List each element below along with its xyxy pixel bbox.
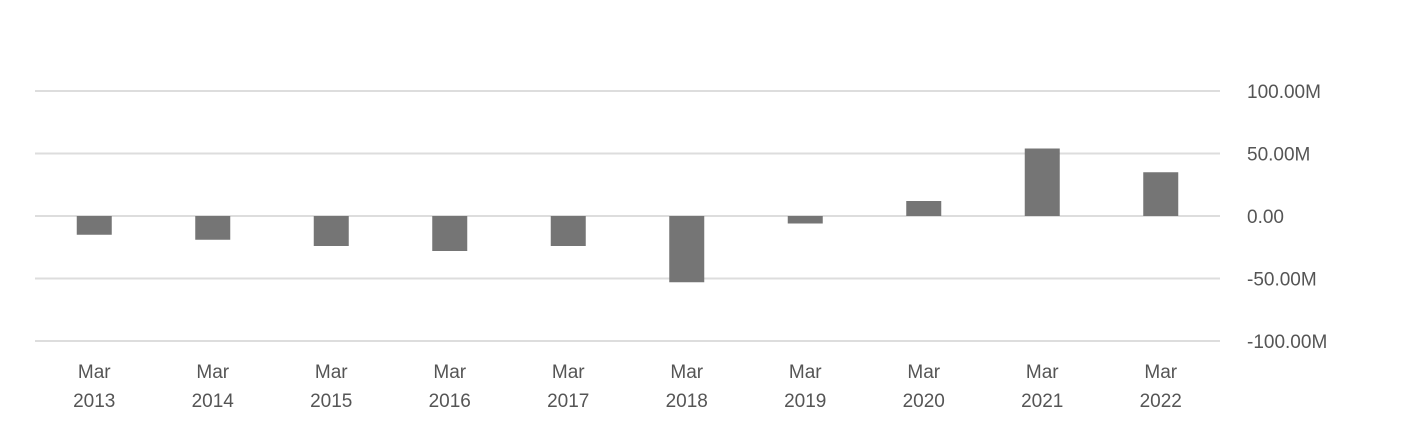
x-tick-label: Mar 2019	[784, 362, 827, 412]
y-tick-label: 50.00M	[1247, 145, 1310, 166]
y-tick-label: 100.00M	[1247, 82, 1321, 103]
bar	[195, 216, 231, 240]
y-tick-label: -50.00M	[1247, 270, 1317, 291]
x-tick-label: Mar 2022	[1139, 362, 1182, 412]
x-tick-label: Mar 2020	[902, 362, 945, 412]
y-tick-label: 0.00	[1247, 207, 1284, 228]
x-tick-label: Mar 2017	[547, 362, 590, 412]
x-tick-label: Mar 2014	[191, 362, 234, 412]
x-tick-label: Mar 2018	[665, 362, 708, 412]
bar	[1024, 148, 1060, 216]
y-tick-label: -100.00M	[1247, 332, 1327, 353]
bar	[906, 201, 942, 216]
x-tick-label: Mar 2015	[310, 362, 353, 412]
bar	[432, 216, 468, 251]
x-tick-label: Mar 2021	[1021, 362, 1064, 412]
x-tick-label: Mar 2016	[428, 362, 471, 412]
x-tick-label: Mar 2013	[73, 362, 116, 412]
bar	[313, 216, 349, 246]
bar	[669, 216, 705, 283]
bar	[76, 216, 112, 235]
bar	[550, 216, 586, 246]
bar	[1143, 172, 1179, 216]
bar	[787, 216, 823, 224]
